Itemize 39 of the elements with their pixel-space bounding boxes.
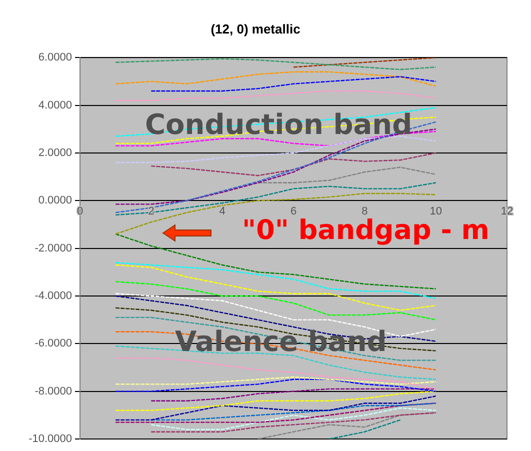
y-tick-label: 4.0000 (38, 99, 72, 112)
line-series (114, 378, 436, 392)
x-tick-label: 10 (430, 205, 442, 218)
y-tick-label: 2.0000 (38, 146, 72, 159)
x-tick-label: 6 (290, 205, 297, 218)
line-series (114, 58, 436, 70)
line-series (114, 395, 436, 421)
line-series (257, 166, 436, 184)
y-tick-label: -6.0000 (34, 338, 72, 350)
x-tick-label: 4 (219, 205, 226, 218)
annotation: "0" bandgap - m (242, 215, 490, 246)
line-series (150, 402, 436, 421)
x-tick-label: 8 (362, 205, 368, 218)
line-series (114, 357, 436, 390)
line-series (257, 412, 436, 439)
line-series (114, 402, 436, 423)
line-series (150, 76, 436, 92)
line-series (114, 376, 436, 385)
x-tick-label: 12 (500, 205, 514, 218)
y-tick-label: -4.0000 (34, 290, 72, 302)
line-series (150, 388, 436, 402)
y-tick-label: 0.0000 (38, 194, 72, 207)
line-series (150, 152, 436, 176)
line-series (150, 407, 436, 430)
line-series (114, 90, 436, 102)
line-series (292, 58, 436, 68)
chart-title: (12, 0) metallic (210, 21, 300, 36)
line-series (114, 281, 436, 320)
line-series (114, 71, 436, 87)
line-series (114, 262, 436, 299)
line-series (114, 136, 436, 164)
y-tick-label: -10.0000 (28, 433, 72, 446)
y-tick-label: -2.0000 (34, 242, 72, 254)
line-series (150, 412, 436, 432)
y-tick-label: 6.0000 (38, 52, 72, 64)
y-tick-label: -8.0000 (34, 385, 72, 398)
line-series (114, 264, 436, 311)
line-series (114, 390, 436, 411)
x-tick-label: 0 (76, 205, 84, 218)
